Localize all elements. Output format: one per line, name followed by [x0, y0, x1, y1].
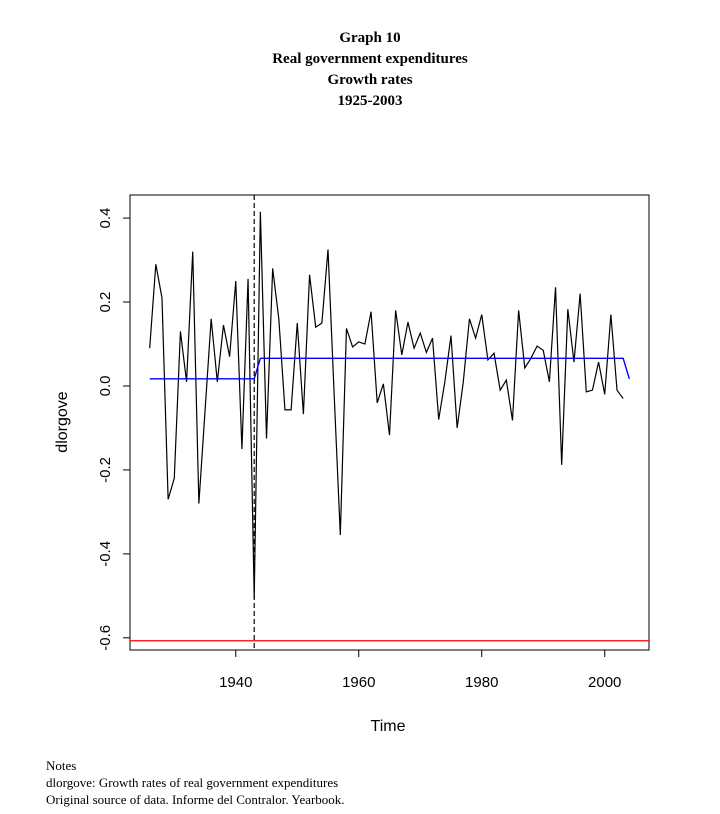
title-line-2: Real government expenditures [272, 51, 468, 67]
y-axis-label: dlorgove [54, 391, 71, 452]
notes-source: Original source of data. Informe del Con… [46, 792, 345, 807]
y-tick-label: -0.2 [97, 457, 114, 483]
notes-heading: Notes [46, 758, 77, 773]
x-tick-label: 2000 [588, 674, 621, 691]
notes: Notes dlorgove: Growth rates of real gov… [46, 757, 345, 808]
y-tick-label: 0.0 [97, 376, 114, 397]
x-tick-label: 1960 [342, 674, 375, 691]
chart-title: Graph 10 Real government expenditures Gr… [0, 28, 720, 112]
series-fitted-mean-line [149, 357, 630, 380]
notes-variable: dlorgove: Growth rates of real governmen… [46, 775, 339, 790]
x-tick-label: 1940 [219, 674, 252, 691]
y-tick-label: -0.6 [97, 625, 114, 651]
plot-frame [129, 194, 650, 651]
title-line-3: Growth rates [327, 72, 413, 88]
title-line-4: 1925-2003 [337, 93, 403, 109]
y-tick-label: 0.2 [97, 292, 114, 313]
series-dlorgove-line [149, 211, 624, 598]
y-tick-label: 0.4 [97, 208, 114, 229]
x-tick-label: 1980 [465, 674, 498, 691]
title-line-1: Graph 10 [339, 30, 401, 46]
x-axis-label: Time [371, 718, 406, 735]
y-tick-label: -0.4 [97, 541, 114, 567]
